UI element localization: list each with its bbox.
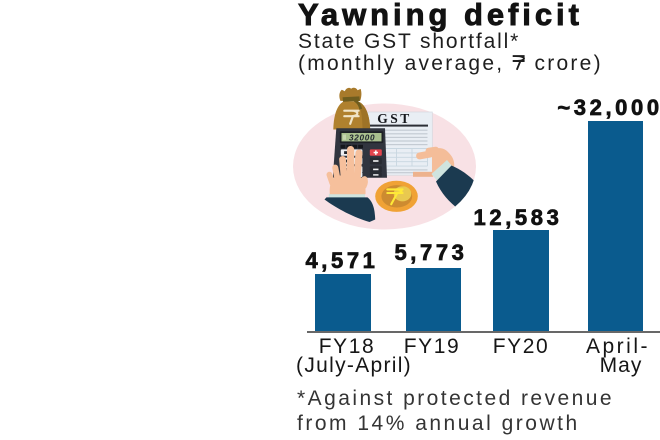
svg-text:GST: GST — [377, 111, 412, 126]
svg-text:32000: 32000 — [349, 133, 375, 142]
